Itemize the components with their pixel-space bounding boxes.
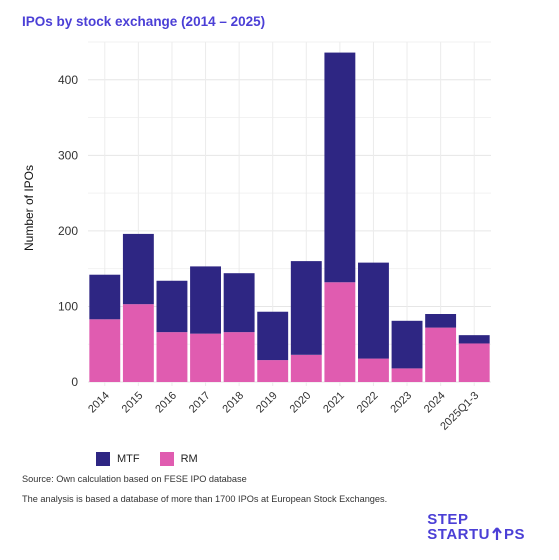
x-tick-label: 2020 (288, 390, 314, 416)
bar-rm-2022 (358, 358, 389, 382)
x-tick-label: 2015 (120, 390, 146, 416)
x-tick-label: 2023 (388, 390, 414, 416)
x-tick-label: 2019 (254, 390, 280, 416)
bar-rm-2014 (89, 319, 121, 382)
source-note: Source: Own calculation based on FESE IP… (22, 474, 247, 484)
bar-mtf-2018 (223, 273, 255, 333)
step-startups-logo: STEP STARTU PS (427, 511, 525, 542)
x-tick-label: 2014 (86, 390, 112, 416)
bar-rm-2020 (290, 354, 322, 382)
bar-rm-2016 (156, 332, 188, 382)
bar-rm-2018 (223, 332, 255, 382)
x-axis-ticks: 2014 2015 2016 2017 2018 2019 2020 2021 2022 2023… (86, 390, 481, 433)
x-tick-label: 2024 (422, 390, 448, 416)
analysis-note: The analysis is based a database of more… (22, 494, 388, 504)
legend-label-rm: RM (180, 453, 198, 465)
legend-label-mtf: MTF (117, 453, 140, 465)
logo-line-2: STARTU PS (427, 527, 525, 542)
bar-mtf-2016 (156, 280, 188, 333)
bar-mtf-2014 (89, 274, 121, 320)
bar-mtf-2015 (122, 233, 154, 305)
bar-mtf-2023 (391, 320, 423, 369)
bars (89, 52, 490, 382)
y-tick-label: 200 (58, 224, 78, 238)
bar-mtf-2021 (324, 52, 356, 283)
chart-title: IPOs by stock exchange (2014 – 2025) (22, 14, 266, 29)
bar-rm-2017 (190, 333, 221, 382)
bar-mtf-2020 (290, 261, 322, 355)
bar-rm-2021 (324, 282, 356, 382)
logo-line-2b: PS (503, 526, 525, 543)
x-tick-label: 2018 (220, 390, 246, 416)
y-axis-ticks: 0 100 200 300 400 (58, 73, 78, 389)
x-tick-label: 2016 (153, 390, 179, 416)
legend-swatch-mtf (96, 452, 110, 466)
legend-swatch-rm (159, 452, 174, 466)
bar-mtf-2025Q1-3 (458, 335, 490, 344)
y-tick-label: 100 (58, 299, 78, 313)
x-tick-label: 2021 (321, 390, 347, 416)
x-tick-label: 2017 (187, 390, 213, 416)
x-tick-label: 2022 (355, 390, 381, 416)
y-tick-label: 300 (58, 148, 78, 162)
bar-rm-2019 (257, 360, 289, 382)
up-arrow-icon (492, 527, 502, 540)
logo-line-1: STEP (427, 511, 469, 528)
bar-rm-2023 (391, 368, 423, 382)
bar-rm-2025Q1-3 (458, 343, 490, 382)
logo-line-2a: STARTU (427, 526, 490, 543)
y-tick-label: 400 (58, 73, 78, 87)
bar-mtf-2019 (257, 311, 289, 361)
legend-item-mtf: MTF (96, 452, 140, 466)
bar-mtf-2024 (425, 314, 457, 328)
bar-mtf-2017 (190, 266, 221, 334)
legend: MTF RM (96, 452, 198, 466)
bar-rm-2015 (122, 304, 154, 382)
bar-rm-2024 (425, 327, 457, 382)
bar-mtf-2022 (358, 262, 389, 359)
legend-item-rm: RM (159, 452, 198, 466)
y-axis-label: Number of IPOs (22, 165, 36, 251)
y-tick-label: 0 (71, 375, 78, 389)
